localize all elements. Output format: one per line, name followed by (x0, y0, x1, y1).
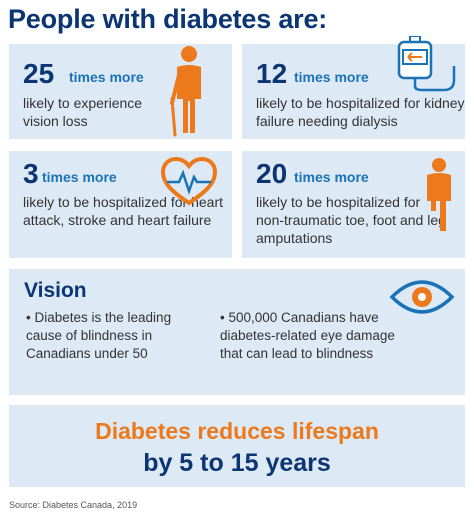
dialysis-bag-icon (394, 36, 460, 96)
stat-label: times more (69, 69, 144, 85)
banner-line-1: Diabetes reduces lifespan (0, 418, 474, 445)
stat-card-kidney-failure: 12 times more likely to be hospitalized … (242, 44, 465, 139)
stat-description: likely to be hospitalized for kidney fai… (256, 94, 466, 130)
bullet-text: Diabetes is the leading cause of blindne… (26, 310, 171, 361)
vision-title: Vision (24, 279, 87, 303)
elderly-person-cane-icon (167, 41, 213, 137)
stat-description: likely to be hospitalized for non-trauma… (256, 193, 446, 247)
stat-number: 3 (23, 160, 39, 188)
banner-line-2: by 5 to 15 years (0, 449, 474, 478)
amputee-person-icon (422, 157, 456, 233)
source-citation: Source: Diabetes Canada, 2019 (9, 500, 137, 510)
heart-pulse-icon (161, 157, 217, 207)
vision-bullet-2: • 500,000 Canadians have diabetes-relate… (220, 309, 400, 363)
stat-description: likely to experience vision loss (23, 94, 163, 130)
vision-card: Vision • Diabetes is the leading cause o… (9, 269, 465, 395)
page-title: People with diabetes are: (8, 4, 327, 35)
stat-number: 25 (23, 60, 54, 88)
stat-card-vision-loss: 25 times more likely to experience visio… (9, 44, 232, 139)
stat-label: times more (294, 169, 369, 185)
stat-label: times more (42, 169, 117, 185)
eye-icon (389, 277, 455, 317)
vision-bullet-1: • Diabetes is the leading cause of blind… (26, 309, 186, 363)
stat-card-amputations: 20 times more likely to be hospitalized … (242, 151, 465, 258)
stat-number: 12 (256, 60, 287, 88)
stat-label: times more (294, 69, 369, 85)
bullet-text: 500,000 Canadians have diabetes-related … (220, 310, 395, 361)
stat-number: 20 (256, 160, 287, 188)
stat-card-heart: 3 times more likely to be hospitalized f… (9, 151, 232, 258)
